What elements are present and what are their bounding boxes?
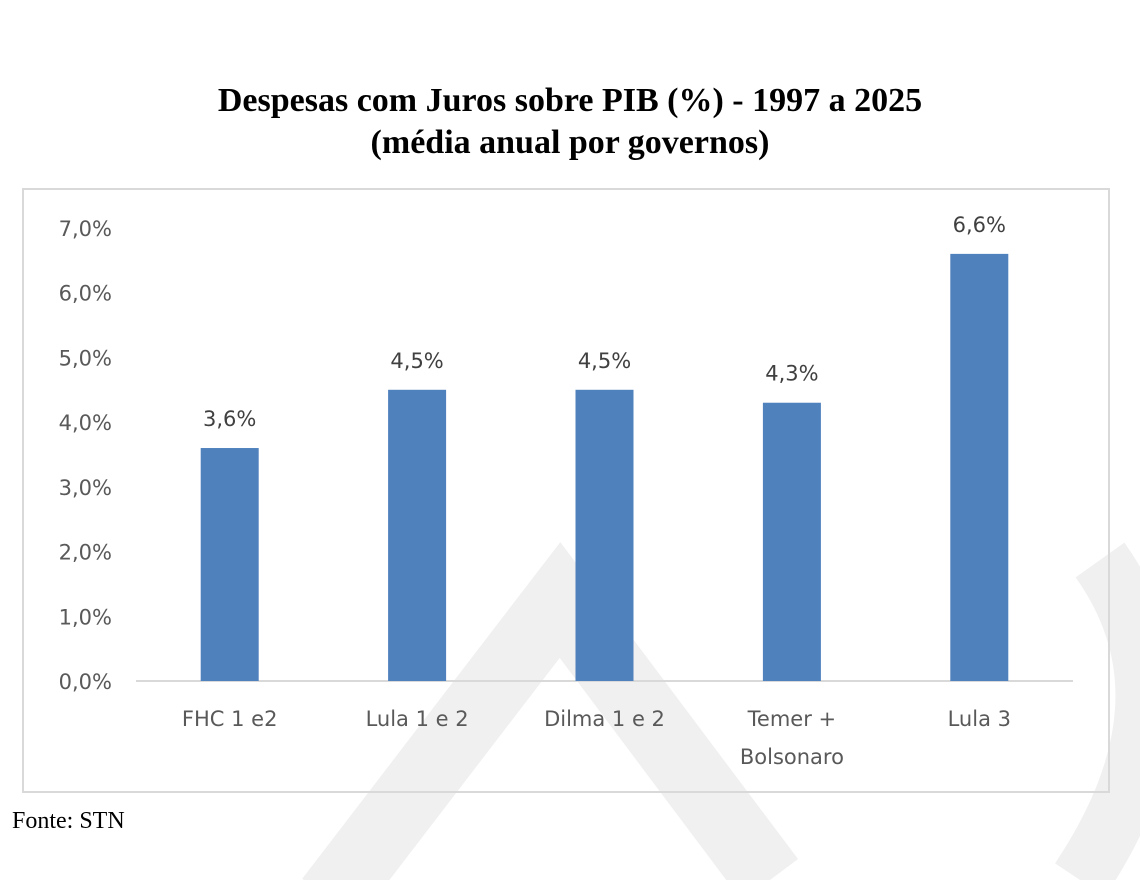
data-label: 4,5% bbox=[578, 349, 631, 373]
bar bbox=[575, 389, 634, 681]
data-label: 6,6% bbox=[953, 213, 1006, 237]
y-tick-label: 0,0% bbox=[59, 670, 112, 694]
y-tick-label: 4,0% bbox=[59, 411, 112, 435]
x-tick-label: Dilma 1 e 2 bbox=[544, 707, 665, 731]
chart-frame bbox=[22, 188, 1110, 793]
watermark-shape bbox=[302, 542, 798, 880]
data-label: 4,3% bbox=[765, 362, 818, 386]
y-tick-label: 5,0% bbox=[59, 346, 112, 370]
data-label: 4,5% bbox=[390, 349, 443, 373]
watermark-arc bbox=[1054, 542, 1140, 880]
source-note: Fonte: STN bbox=[12, 808, 125, 834]
x-tick-label: Lula 3 bbox=[948, 707, 1011, 731]
bar bbox=[762, 402, 821, 681]
x-tick-label: Lula 1 e 2 bbox=[366, 707, 469, 731]
y-tick-label: 2,0% bbox=[59, 541, 112, 565]
x-tick-label: Temer + bbox=[747, 707, 836, 731]
y-tick-label: 3,0% bbox=[59, 476, 112, 500]
bar bbox=[388, 389, 447, 681]
data-label: 3,6% bbox=[203, 407, 256, 431]
x-tick-label: FHC 1 e2 bbox=[182, 707, 278, 731]
chart-title-line1: Despesas com Juros sobre PIB (%) - 1997 … bbox=[217, 82, 923, 119]
y-tick-label: 1,0% bbox=[59, 605, 112, 629]
chart-title-line2: (média anual por governos) bbox=[370, 124, 770, 161]
bar bbox=[200, 448, 259, 681]
x-tick-label: Bolsonaro bbox=[740, 745, 844, 769]
y-tick-label: 7,0% bbox=[59, 217, 112, 241]
y-tick-label: 6,0% bbox=[59, 282, 112, 306]
bar bbox=[950, 253, 1009, 681]
